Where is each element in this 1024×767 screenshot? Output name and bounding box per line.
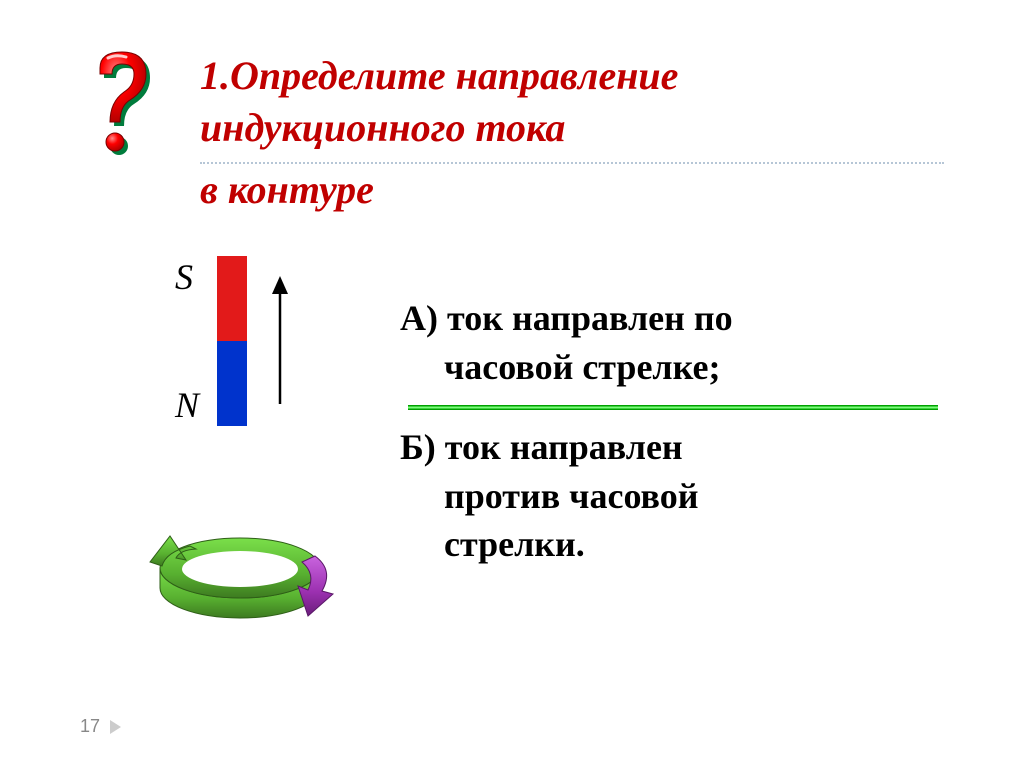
question-mark-icon (80, 50, 170, 180)
diagram-column: S N (80, 246, 390, 636)
arrow-up (265, 256, 295, 426)
option-b-text-1: ток направлен (445, 427, 683, 467)
slide-title: 1.Определите направление индукционного т… (200, 50, 944, 154)
title-line-1: 1.Определите направление (200, 53, 678, 98)
title-line-3: в контуре (200, 167, 374, 212)
option-a-text-1: ток направлен по (447, 298, 733, 338)
option-b-letter: Б) (400, 427, 445, 467)
slide-title-cont: в контуре (200, 164, 944, 216)
page-triangle-icon (110, 720, 121, 734)
answer-underline (408, 405, 938, 410)
slide: 1.Определите направление индукционного т… (0, 0, 1024, 767)
magnet-n-pole (217, 341, 247, 426)
magnet-n-label: N (175, 384, 199, 426)
option-a: А) ток направлен по часовой стрелке; (400, 294, 944, 391)
content-row: S N (80, 246, 944, 636)
magnet-s-label: S (175, 256, 199, 298)
option-b: Б) ток направлен против часовой стрелки. (400, 423, 944, 569)
option-a-text-2: часовой стрелке; (444, 347, 720, 387)
magnet-s-pole (217, 256, 247, 341)
option-b-text-3: стрелки. (444, 524, 585, 564)
options-column: А) ток направлен по часовой стрелке; Б) … (390, 246, 944, 636)
option-b-text-2: против часовой (444, 476, 698, 516)
magnet-labels: S N (175, 256, 199, 426)
page-number: 17 (80, 716, 121, 737)
magnet-group: S N (175, 256, 295, 426)
header-row: 1.Определите направление индукционного т… (80, 50, 944, 216)
current-ring (120, 516, 350, 636)
bar-magnet (217, 256, 247, 426)
option-a-letter: А) (400, 298, 447, 338)
title-line-2: индукционного тока (200, 105, 565, 150)
title-block: 1.Определите направление индукционного т… (200, 50, 944, 216)
page-number-text: 17 (80, 716, 100, 737)
